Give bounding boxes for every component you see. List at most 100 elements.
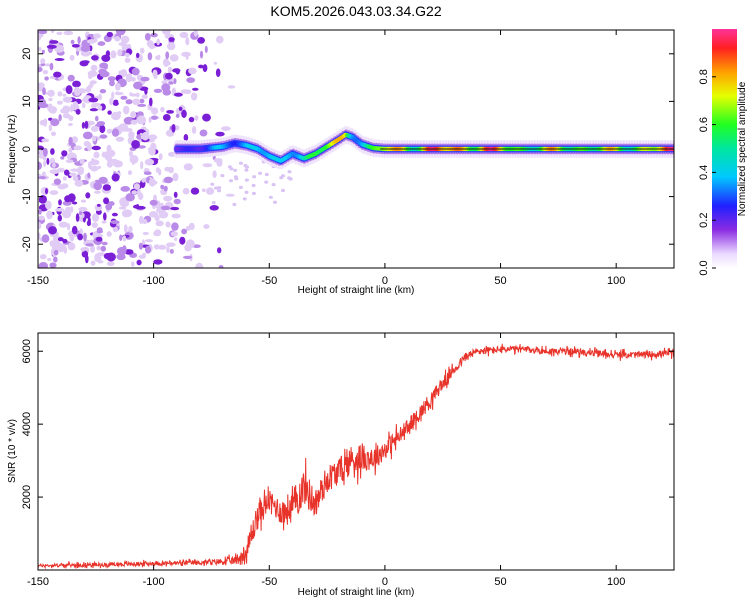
noise-blob	[178, 106, 183, 111]
noise-blob	[45, 200, 52, 210]
noise-blob	[164, 61, 171, 66]
noise-blob	[46, 210, 53, 220]
noise-blob	[216, 159, 223, 167]
noise-blob	[39, 119, 47, 126]
noise-blob	[43, 160, 47, 167]
noise-blob	[68, 115, 74, 121]
noise-blob	[136, 92, 140, 98]
noise-blob	[89, 108, 98, 112]
noise-blob	[167, 42, 176, 51]
noise-blob	[101, 54, 111, 62]
noise-blob	[71, 44, 80, 48]
noise-blob	[122, 235, 127, 242]
x-tick-label: 50	[494, 576, 506, 588]
noise-blob	[62, 176, 67, 181]
noise-blob	[96, 230, 104, 234]
noise-blob	[118, 42, 127, 47]
noise-blob	[55, 208, 65, 212]
noise-blob	[111, 91, 115, 100]
noise-blob	[144, 239, 153, 243]
noise-blob	[123, 127, 133, 132]
noise-blob	[147, 52, 153, 61]
noise-blob	[101, 220, 107, 224]
noise-blob	[185, 52, 189, 60]
x-tick-label: -100	[143, 275, 165, 287]
noise-blob	[81, 60, 90, 64]
noise-blob	[90, 125, 99, 132]
noise-blob	[71, 201, 78, 205]
noise-blob	[38, 232, 41, 240]
noise-blob	[87, 84, 92, 93]
noise-blob	[89, 80, 97, 85]
x-tick-label: 100	[607, 275, 625, 287]
snr-line	[38, 343, 674, 570]
noise-blob	[83, 232, 87, 242]
noise-blob	[93, 181, 102, 191]
noise-blob	[210, 182, 215, 186]
noise-blob	[53, 178, 62, 185]
noise-blob	[141, 131, 149, 141]
noise-blob	[151, 107, 159, 115]
noise-blob	[221, 126, 231, 131]
noise-blob	[163, 185, 168, 192]
noise-blob	[268, 195, 273, 199]
noise-blob	[111, 128, 120, 137]
noise-blob	[185, 37, 190, 46]
noise-blob	[232, 202, 237, 207]
noise-blob	[273, 200, 277, 204]
noise-blob	[91, 145, 101, 151]
noise-blob	[171, 222, 179, 231]
noise-blob	[115, 82, 121, 91]
noise-blob	[105, 203, 113, 211]
noise-blob	[53, 256, 58, 263]
noise-blob	[172, 176, 176, 181]
noise-blob	[128, 225, 133, 233]
noise-blob	[149, 134, 154, 140]
noise-blob	[98, 176, 108, 184]
noise-blob	[62, 105, 71, 114]
noise-blob	[85, 192, 91, 199]
noise-blob	[103, 197, 110, 205]
noise-blob	[39, 254, 47, 260]
noise-blob	[158, 153, 163, 161]
noise-blob	[115, 30, 126, 36]
noise-blob	[38, 262, 48, 268]
noise-blob	[192, 87, 199, 91]
noise-blob	[107, 110, 112, 115]
noise-blob	[125, 99, 133, 105]
noise-blob	[288, 177, 293, 181]
noise-blob	[144, 33, 151, 41]
noise-blob	[50, 148, 55, 155]
noise-blob	[229, 167, 234, 171]
noise-blob	[69, 54, 75, 61]
noise-blob	[229, 179, 233, 183]
noise-blob	[168, 37, 175, 42]
noise-blob	[88, 74, 93, 79]
noise-blob	[68, 147, 73, 153]
noise-blob	[238, 185, 243, 189]
noise-blob	[106, 261, 115, 267]
noise-blob	[136, 259, 142, 266]
noise-blob	[47, 257, 52, 262]
noise-blob	[171, 124, 176, 133]
noise-blob	[179, 236, 186, 245]
noise-blob	[162, 114, 171, 121]
noise-blob	[161, 83, 171, 92]
noise-blob	[38, 161, 42, 170]
noise-blob	[120, 69, 128, 78]
noise-blob	[138, 254, 146, 259]
noise-blob	[102, 184, 111, 191]
noise-blob	[69, 233, 74, 241]
noise-blob	[163, 176, 173, 184]
noise-blob	[153, 244, 160, 250]
noise-blob	[58, 199, 62, 206]
noise-blob	[202, 113, 211, 122]
noise-blob	[88, 161, 92, 170]
noise-blob	[227, 85, 236, 89]
noise-blob	[109, 80, 115, 87]
noise-blob	[169, 54, 179, 62]
noise-blob	[142, 231, 149, 236]
noise-blob	[166, 245, 170, 254]
noise-blob	[186, 77, 196, 83]
